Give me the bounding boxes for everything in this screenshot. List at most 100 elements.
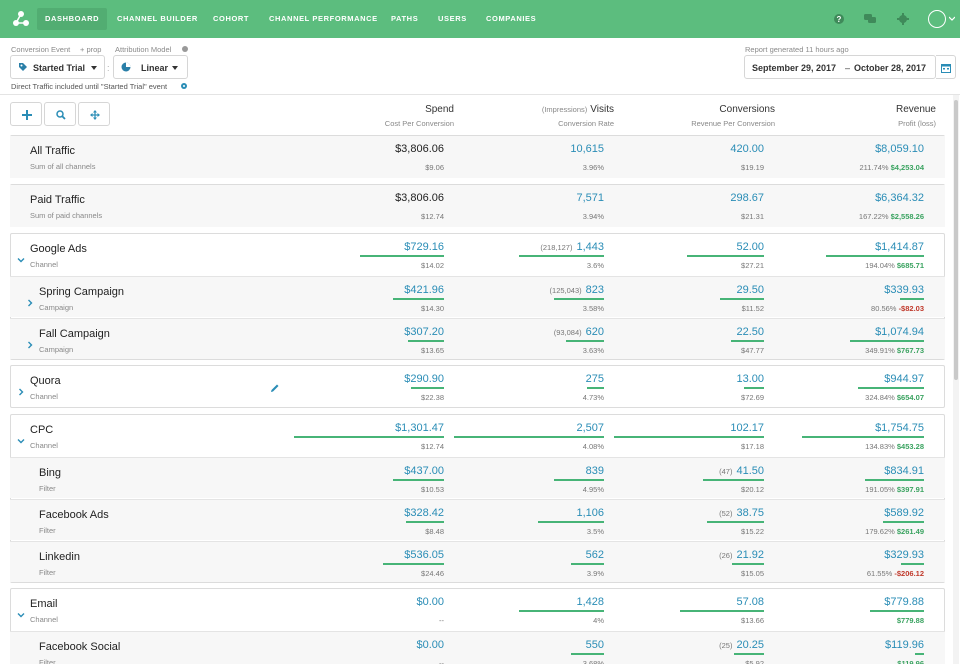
cell-spend[interactable]: $536.05 $24.46 bbox=[294, 542, 444, 582]
settings-gear-icon[interactable] bbox=[180, 82, 188, 90]
move-button[interactable] bbox=[78, 102, 110, 126]
conversion-event-dropdown[interactable]: Started Trial bbox=[10, 55, 105, 79]
table-row[interactable]: Email Channel $0.00 -- 1,428 4% 57.08 $13.66 $77… bbox=[10, 589, 945, 631]
nav-cohort[interactable]: COHORT bbox=[213, 14, 250, 23]
chevron-right-icon[interactable] bbox=[17, 383, 25, 396]
cell-rev[interactable]: $834.91 191.05% $397.91 bbox=[802, 458, 924, 498]
cell-conv[interactable]: 29.50 $11.52 bbox=[614, 277, 764, 317]
search-button[interactable] bbox=[44, 102, 76, 126]
table-row[interactable]: Spring Campaign Campaign $421.96 $14.30 (125… bbox=[10, 276, 945, 317]
cell-spend[interactable]: $0.00 -- bbox=[294, 632, 444, 664]
cell-visits[interactable]: (93,084) 620 3.63% bbox=[454, 319, 604, 359]
cell-conv[interactable]: 52.00 $27.21 bbox=[614, 234, 764, 274]
row-name: Facebook Ads bbox=[39, 509, 109, 521]
cell-spend[interactable]: $729.16 $14.02 bbox=[294, 234, 444, 274]
chat-icon[interactable] bbox=[863, 12, 877, 26]
cell-rev[interactable]: $1,414.87 194.04% $685.71 bbox=[802, 234, 924, 274]
chevron-down-icon[interactable] bbox=[17, 606, 25, 618]
nav-dashboard[interactable]: DASHBOARD bbox=[37, 8, 108, 30]
revenue-header[interactable]: Revenue Profit (loss) bbox=[810, 104, 936, 128]
cell-visits[interactable]: (125,043) 823 3.58% bbox=[454, 277, 604, 317]
cell-spend[interactable]: $0.00 -- bbox=[294, 589, 444, 629]
cell-rev[interactable]: $119.96 $119.96 bbox=[802, 632, 924, 664]
table-row[interactable]: Fall Campaign Campaign $307.20 $13.65 (93,08… bbox=[10, 318, 945, 359]
attribution-model-dropdown[interactable]: Linear bbox=[113, 55, 188, 79]
table-row[interactable]: Bing Filter $437.00 $10.53 839 4.95% (47) 41.50… bbox=[10, 457, 945, 498]
table-row[interactable]: Facebook Social Filter $0.00 -- 550 3.68% (25)… bbox=[10, 631, 945, 664]
cell-visits[interactable]: 562 3.9% bbox=[454, 542, 604, 582]
cell-visits[interactable]: 10,615 3.96% bbox=[454, 136, 604, 176]
cell-rev[interactable]: $339.93 80.56% -$82.03 bbox=[802, 277, 924, 317]
avatar[interactable] bbox=[928, 10, 946, 28]
nav-channel-builder[interactable]: CHANNEL BUILDER bbox=[117, 14, 198, 23]
calendar-button[interactable] bbox=[936, 55, 956, 79]
add-button[interactable] bbox=[10, 102, 42, 126]
logo-icon[interactable] bbox=[12, 10, 30, 28]
add-prop-link[interactable]: + prop bbox=[80, 45, 102, 54]
cell-conv[interactable]: (47) 41.50 $20.12 bbox=[614, 458, 764, 498]
cell-spend[interactable]: $290.90 $22.38 bbox=[294, 366, 444, 406]
table-row[interactable]: All Traffic Sum of all channels $3,806.06 $… bbox=[10, 136, 945, 178]
cell-conv[interactable]: (25) 20.25 $5.92 bbox=[614, 632, 764, 664]
visits-value: 7,571 bbox=[576, 192, 604, 204]
gear-icon[interactable] bbox=[896, 12, 910, 26]
cell-conv[interactable]: 102.17 $17.18 bbox=[614, 415, 764, 455]
cell-conv[interactable]: 13.00 $72.69 bbox=[614, 366, 764, 406]
table-row[interactable]: Paid Traffic Sum of paid channels $3,806.0… bbox=[10, 185, 945, 227]
table-row[interactable]: Google Ads Channel $729.16 $14.02 (218,127) 1… bbox=[10, 234, 945, 276]
nav-paths[interactable]: PATHS bbox=[391, 14, 419, 23]
cell-visits[interactable]: 7,571 3.94% bbox=[454, 185, 604, 225]
cell-visits[interactable]: 1,428 4% bbox=[454, 589, 604, 629]
chevron-down-icon[interactable] bbox=[17, 432, 25, 444]
chevron-down-icon[interactable] bbox=[949, 16, 955, 22]
date-range-picker[interactable]: September 29, 2017 – October 28, 2017 bbox=[744, 55, 936, 79]
help-icon[interactable]: ? bbox=[832, 12, 846, 26]
cell-visits[interactable]: (218,127) 1,443 3.6% bbox=[454, 234, 604, 274]
cell-spend[interactable]: $3,806.06 $12.74 bbox=[294, 185, 444, 225]
cell-conv[interactable]: 57.08 $13.66 bbox=[614, 589, 764, 629]
cell-spend[interactable]: $3,806.06 $9.06 bbox=[294, 136, 444, 176]
chevron-right-icon[interactable] bbox=[26, 294, 34, 307]
cell-spend[interactable]: $307.20 $13.65 bbox=[294, 319, 444, 359]
cell-rev[interactable]: $1,754.75 134.83% $453.28 bbox=[802, 415, 924, 455]
cell-visits[interactable]: 1,106 3.5% bbox=[454, 500, 604, 540]
cell-visits[interactable]: 275 4.73% bbox=[454, 366, 604, 406]
spend-header[interactable]: Spend Cost Per Conversion bbox=[330, 104, 454, 128]
cell-rev[interactable]: $944.97 324.84% $654.07 bbox=[802, 366, 924, 406]
visits-main: 550 bbox=[585, 639, 604, 651]
visits-header[interactable]: (Impressions) Visits Conversion Rate bbox=[490, 104, 614, 128]
nav-users[interactable]: USERS bbox=[438, 14, 467, 23]
info-icon[interactable] bbox=[182, 46, 188, 52]
cell-rev[interactable]: $589.92 179.62% $261.49 bbox=[802, 500, 924, 540]
cell-rev[interactable]: $8,059.10 211.74% $4,253.04 bbox=[802, 136, 924, 176]
table-row[interactable]: CPC Channel $1,301.47 $12.74 2,507 4.08% 102.1… bbox=[10, 415, 945, 457]
nav-channel-performance[interactable]: CHANNEL PERFORMANCE bbox=[269, 14, 378, 23]
cell-conv[interactable]: (26) 21.92 $15.05 bbox=[614, 542, 764, 582]
cell-rev[interactable]: $779.88 $779.88 bbox=[802, 589, 924, 629]
nav-companies[interactable]: COMPANIES bbox=[486, 14, 537, 23]
cell-conv[interactable]: 420.00 $19.19 bbox=[614, 136, 764, 176]
cell-conv[interactable]: 22.50 $47.77 bbox=[614, 319, 764, 359]
conversion-event-value: Started Trial bbox=[33, 63, 86, 73]
cell-spend[interactable]: $1,301.47 $12.74 bbox=[294, 415, 444, 455]
cell-spend[interactable]: $328.42 $8.48 bbox=[294, 500, 444, 540]
cell-visits[interactable]: 550 3.68% bbox=[454, 632, 604, 664]
chevron-down-icon[interactable] bbox=[17, 251, 25, 263]
pencil-icon[interactable] bbox=[270, 380, 280, 392]
table-row[interactable]: Quora Channel $290.90 $22.38 275 4.73% 13.00 $7… bbox=[10, 366, 945, 408]
cell-conv[interactable]: (52) 38.75 $15.22 bbox=[614, 500, 764, 540]
cell-rev[interactable]: $1,074.94 349.91% $767.73 bbox=[802, 319, 924, 359]
scrollbar-thumb[interactable] bbox=[954, 100, 958, 380]
table-row[interactable]: Facebook Ads Filter $328.42 $8.48 1,106 3.5% (… bbox=[10, 499, 945, 540]
cell-visits[interactable]: 2,507 4.08% bbox=[454, 415, 604, 455]
cell-spend[interactable]: $421.96 $14.30 bbox=[294, 277, 444, 317]
cell-spend[interactable]: $437.00 $10.53 bbox=[294, 458, 444, 498]
chevron-right-icon[interactable] bbox=[26, 336, 34, 349]
cell-rev[interactable]: $329.93 61.55% -$206.12 bbox=[802, 542, 924, 582]
conversions-header[interactable]: Conversions Revenue Per Conversion bbox=[650, 104, 775, 128]
cell-conv[interactable]: 298.67 $21.31 bbox=[614, 185, 764, 225]
profit-percent: 61.55% bbox=[866, 569, 895, 578]
table-row[interactable]: Linkedin Filter $536.05 $24.46 562 3.9% (26) 21… bbox=[10, 541, 945, 582]
cell-rev[interactable]: $6,364.32 167.22% $2,558.26 bbox=[802, 185, 924, 225]
cell-visits[interactable]: 839 4.95% bbox=[454, 458, 604, 498]
